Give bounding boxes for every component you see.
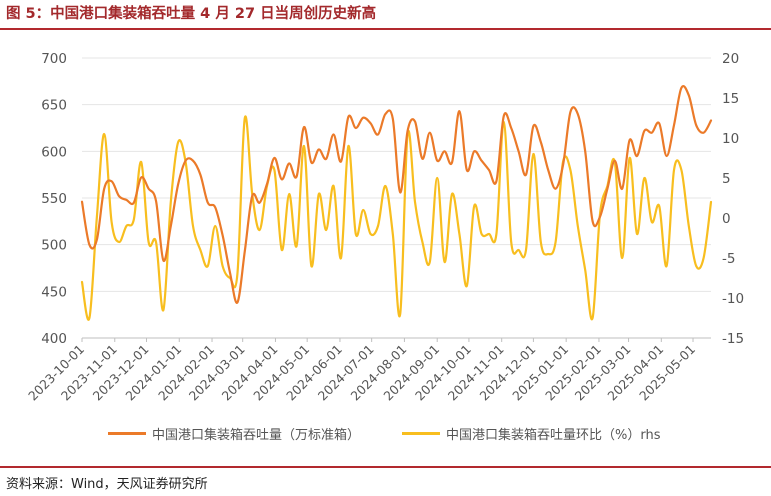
figure-title: 图 5：中国港口集装箱吞吐量 4 月 27 日当周创历史新高 xyxy=(6,6,377,22)
y-right-tick-label: 20 xyxy=(722,51,739,67)
left-axis: 400 450 500 550 600 650 700 xyxy=(41,51,711,347)
legend-item-wow: 中国港口集装箱吞吐量环比（%）rhs xyxy=(402,424,660,443)
y-left-tick-label: 500 xyxy=(41,238,67,254)
y-right-tick-label: -15 xyxy=(722,331,744,347)
series-line-wow xyxy=(80,115,713,321)
y-left-tick-label: 450 xyxy=(41,284,67,300)
y-left-tick-label: 400 xyxy=(41,331,67,347)
y-right-tick-label: 10 xyxy=(722,131,739,147)
y-left-tick-label: 650 xyxy=(41,98,67,114)
y-right-tick-label: 0 xyxy=(722,211,731,227)
legend-item-throughput: 中国港口集装箱吞吐量（万标准箱） xyxy=(108,424,360,443)
y-right-tick-label: 15 xyxy=(722,91,739,107)
y-right-tick-label: 5 xyxy=(722,171,731,187)
source-note: 资料来源：Wind，天风证券研究所 xyxy=(6,477,208,492)
y-right-tick-label: -10 xyxy=(722,291,744,307)
y-left-tick-label: 600 xyxy=(41,144,67,160)
y-left-tick-label: 550 xyxy=(41,191,67,207)
legend-swatch-wow xyxy=(402,432,440,435)
legend-label-throughput: 中国港口集装箱吞吐量（万标准箱） xyxy=(152,428,361,443)
right-axis: -15 -10 -5 0 5 10 15 20 xyxy=(722,51,744,347)
y-left-tick-label: 700 xyxy=(41,51,67,67)
legend-swatch-throughput xyxy=(108,432,146,435)
title-rule xyxy=(0,28,771,30)
plot-area xyxy=(80,84,713,321)
series-line-throughput xyxy=(80,84,713,304)
legend-label-wow: 中国港口集装箱吞吐量环比（%）rhs xyxy=(446,428,661,443)
y-right-tick-label: -5 xyxy=(722,251,735,267)
x-axis: 2023-10-012023-11-012023-12-012024-01-01… xyxy=(25,338,698,403)
bottom-rule xyxy=(0,466,771,468)
